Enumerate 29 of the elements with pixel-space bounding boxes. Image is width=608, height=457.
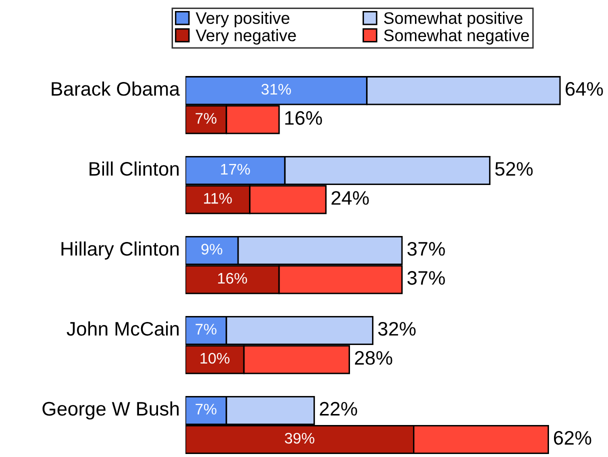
data-label: 7% (196, 113, 216, 124)
total-label: 37% (407, 242, 445, 256)
y-tick-label: John McCain (66, 321, 179, 336)
data-label: 17% (221, 164, 250, 175)
total-label: 64% (566, 82, 603, 96)
legend-label: Very positive (196, 12, 290, 28)
total-label: 28% (354, 351, 392, 365)
total-label: 62% (554, 431, 592, 445)
total-label: 37% (407, 271, 445, 285)
y-tick-label: Hillary Clinton (62, 241, 179, 260)
data-label: 31% (261, 84, 291, 95)
data-label: 7% (196, 324, 216, 335)
total-label: 52% (495, 162, 533, 176)
legend-label: Somewhat positive (384, 12, 522, 28)
data-label: 39% (284, 432, 314, 444)
data-label: 7% (196, 404, 216, 415)
legend-label: Somewhat negative (384, 29, 529, 45)
y-tick-label: Bill Clinton (90, 161, 179, 176)
y-tick-label: George W Bush (42, 401, 179, 420)
total-label: 22% (320, 402, 358, 416)
data-label: 16% (218, 272, 248, 284)
y-tick-label: Barack Obama (52, 82, 180, 96)
data-label: 11% (204, 192, 232, 204)
data-label: 10% (200, 352, 230, 364)
legend-label: Very negative (196, 29, 296, 45)
total-label: 32% (378, 322, 416, 336)
total-label: 16% (285, 111, 322, 125)
total-label: 24% (332, 191, 369, 205)
data-label: 9% (201, 244, 222, 255)
